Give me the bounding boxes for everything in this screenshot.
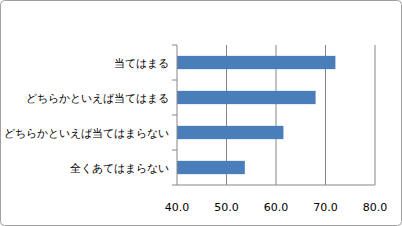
tick-label: 80.0 [363,201,388,214]
grid-line [375,45,376,185]
bar [177,91,316,104]
bar [177,56,335,69]
bar [177,126,283,139]
category-label: 当てはまる [114,57,169,70]
tick-label: 70.0 [313,201,338,214]
tick-label: 60.0 [264,201,289,214]
tick-label: 40.0 [165,201,190,214]
category-tick [172,80,177,81]
bars [177,56,335,174]
tick-label: 50.0 [214,201,239,214]
category-label: 全くあてはまらない [70,162,169,175]
category-tick [172,115,177,116]
category-tick [172,150,177,151]
category-label: どちらかといえば当てはまる [26,92,169,105]
chart: 40.0 50.0 60.0 70.0 80.0 当てはまるどちらかといえば当てはまるどち… [0,0,402,226]
bar [177,161,245,174]
category-tick [172,185,177,186]
axis-line [177,185,375,186]
category-label: どちらかといえば当てはまらない [4,127,169,140]
category-tick [172,45,177,46]
chart-frame [1,1,402,226]
